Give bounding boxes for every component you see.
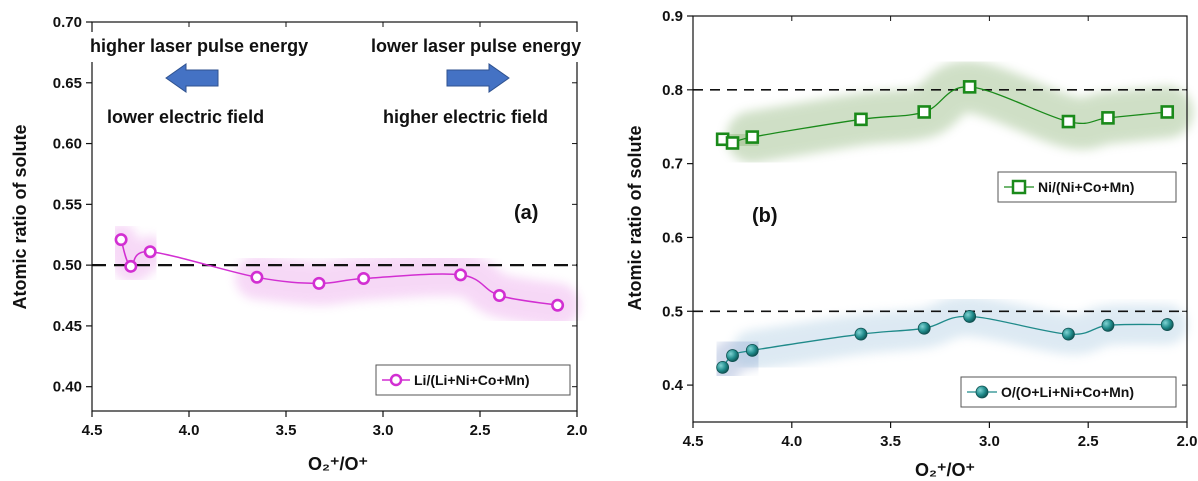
data-point-li xyxy=(492,289,506,303)
y-tick-label: 0.8 xyxy=(662,82,683,99)
data-point-ni xyxy=(1101,111,1115,125)
panel-b-ticks: 4.5 4.0 3.5 3.0 2.5 2.0 0.4 0.5 0.6 0.7 0.8 0.9 xyxy=(662,8,1197,450)
panel-a-y-axis-label: Atomic ratio of solute xyxy=(10,124,30,309)
arrow-right-icon xyxy=(446,63,510,93)
data-point-o xyxy=(726,349,739,362)
x-tick-label: 4.0 xyxy=(179,422,200,439)
data-point-o xyxy=(1101,318,1115,332)
panel-a-band-right xyxy=(234,252,580,328)
legend-b-ni-marker xyxy=(1011,179,1027,195)
data-point-ni xyxy=(917,105,931,119)
data-point-o xyxy=(1062,327,1075,341)
legend-b-o-series-name: O/(O+Li+Ni+Co+Mn) xyxy=(1001,384,1134,400)
data-point-li xyxy=(357,271,371,285)
data-point-ni xyxy=(854,112,868,127)
data-point-li xyxy=(143,245,157,259)
y-tick-label: 0.6 xyxy=(662,229,683,246)
annotation-right-bottom: higher electric field xyxy=(383,107,548,127)
panel-a-label: (a) xyxy=(514,202,538,224)
panel-a-legend: Li/(Li+Ni+Co+Mn) xyxy=(375,364,571,396)
panel-b-frame xyxy=(692,15,1188,423)
data-point-o xyxy=(716,360,730,374)
annotation-left-bottom: lower electric field xyxy=(107,107,264,127)
panel-a-frame xyxy=(91,21,578,412)
y-tick-label: 0.7 xyxy=(662,156,683,173)
x-tick-label: 3.0 xyxy=(979,433,1000,450)
panel-b: 4.5 4.0 3.5 3.0 2.5 2.0 0.4 0.5 0.6 0.7 0.8 0.9 Ato… xyxy=(625,8,1197,480)
panel-a: 4.5 4.0 3.5 3.0 2.5 2.0 0.40 0.45 0.50 0.55 0.60 0.… xyxy=(10,14,610,474)
x-tick-label: 2.0 xyxy=(1177,433,1198,450)
panel-b-y-axis-label: Atomic ratio of solute xyxy=(625,125,645,310)
panel-a-ticks: 4.5 4.0 3.5 3.0 2.5 2.0 0.40 0.45 0.50 0.55 0.60 0.… xyxy=(53,14,588,439)
x-tick-label: 4.5 xyxy=(683,433,704,450)
panel-a-data-points xyxy=(114,233,565,312)
y-tick-label: 0.9 xyxy=(662,8,683,25)
panel-b-shaded-bands xyxy=(700,60,1194,386)
x-tick-label: 2.5 xyxy=(1078,433,1099,450)
x-tick-label: 3.5 xyxy=(880,433,901,450)
y-tick-label: 0.55 xyxy=(53,196,82,213)
annotation-left-top-bg xyxy=(88,32,340,62)
y-tick-label: 0.4 xyxy=(662,377,684,394)
data-point-o xyxy=(963,310,977,323)
legend-b-ni-series-name: Ni/(Ni+Co+Mn) xyxy=(1038,179,1134,195)
panel-b-data-points xyxy=(715,80,1175,374)
x-tick-label: 4.5 xyxy=(82,422,103,439)
data-point-o xyxy=(1160,318,1174,331)
panel-a-shaded-bands xyxy=(105,223,580,328)
data-point-ni xyxy=(745,130,760,144)
data-point-ni xyxy=(1061,114,1076,129)
data-point-li xyxy=(250,270,264,284)
y-tick-label: 0.65 xyxy=(53,75,82,92)
y-tick-label: 0.50 xyxy=(53,257,82,274)
x-tick-label: 4.0 xyxy=(781,433,802,450)
data-point-li xyxy=(454,268,468,282)
data-point-o xyxy=(745,343,759,357)
arrow-left-icon xyxy=(165,63,219,93)
y-tick-label: 0.45 xyxy=(53,318,82,335)
panel-b-x-axis-label: O₂⁺/O⁺ xyxy=(915,460,975,480)
data-point-o xyxy=(917,321,931,335)
x-tick-label: 2.0 xyxy=(567,422,588,439)
y-tick-label: 0.40 xyxy=(53,379,82,396)
panel-a-x-axis-label: O₂⁺/O⁺ xyxy=(308,454,368,474)
data-point-ni xyxy=(962,80,977,94)
panel-b-legend-o: O/(O+Li+Ni+Co+Mn) xyxy=(960,376,1177,408)
x-tick-label: 2.5 xyxy=(470,422,491,439)
x-tick-label: 3.0 xyxy=(373,422,394,439)
data-point-ni xyxy=(725,136,740,150)
annotation-right-top-bg xyxy=(368,32,610,62)
y-tick-label: 0.70 xyxy=(53,14,82,31)
data-point-li xyxy=(124,259,138,273)
y-tick-label: 0.5 xyxy=(662,303,683,320)
data-point-li xyxy=(551,298,565,312)
annotation-left-top: higher laser pulse energy xyxy=(90,36,308,56)
data-point-ni xyxy=(1160,105,1175,119)
data-point-o xyxy=(854,327,868,341)
panel-b-label: (b) xyxy=(752,205,778,227)
legend-a-series-name: Li/(Li+Ni+Co+Mn) xyxy=(414,372,530,388)
data-point-li xyxy=(312,276,326,290)
y-tick-label: 0.60 xyxy=(53,136,82,153)
legend-a-marker xyxy=(389,373,403,387)
panel-b-legend-ni: Ni/(Ni+Co+Mn) xyxy=(997,171,1177,203)
annotation-right-top: lower laser pulse energy xyxy=(371,36,581,56)
legend-b-o-marker xyxy=(975,385,989,399)
x-tick-label: 3.5 xyxy=(276,422,297,439)
data-point-li xyxy=(114,233,128,247)
